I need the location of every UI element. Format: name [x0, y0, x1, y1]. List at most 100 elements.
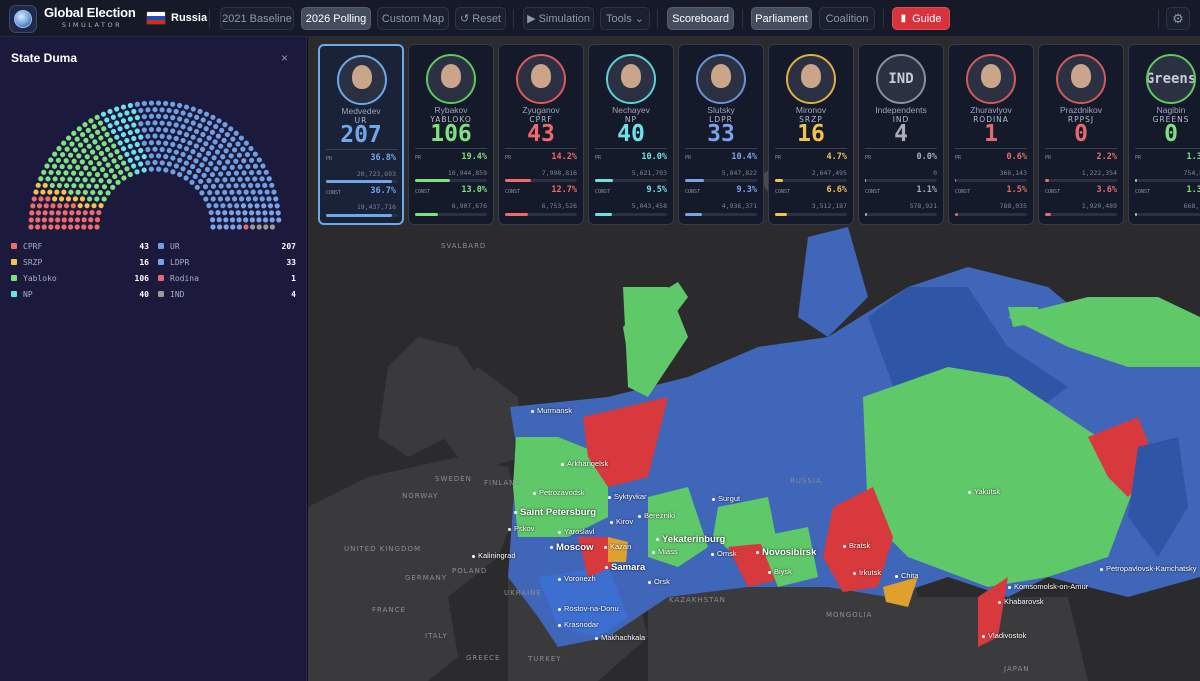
seat-ur — [248, 170, 255, 176]
seat-ur — [213, 203, 219, 209]
legend-seats: 33 — [286, 257, 296, 267]
seat-yabloko — [88, 160, 94, 166]
party-card-rodina[interactable]: Zhuravlyov RODINA 1 PR 0.6% 366,143 CONST 1.5% 7… — [948, 44, 1034, 225]
seat-ur — [197, 137, 203, 143]
party-card-ur[interactable]: Medvedev UR 207 PR 36.8% 20,723,693 CONST 36.7%… — [318, 44, 404, 225]
baseline-2021-button[interactable]: 2021 Baseline — [220, 7, 294, 30]
pr-label: PR — [595, 155, 602, 161]
polling-2026-button[interactable]: 2026 Polling — [301, 7, 371, 30]
seat-ur — [210, 183, 217, 189]
seat-ur — [250, 189, 256, 195]
seat-cprf — [30, 203, 36, 209]
scoreboard-button[interactable]: Scoreboard — [667, 7, 734, 30]
seat-ur — [186, 169, 192, 175]
legend-party: LDPR — [170, 257, 190, 267]
seat-srzp — [54, 189, 60, 195]
seat-ur — [152, 146, 158, 152]
seat-ur — [209, 129, 216, 135]
seat-ur — [252, 151, 258, 157]
tools-dropdown[interactable]: Tools ⌄ — [600, 7, 650, 30]
seat-srzp — [35, 182, 41, 188]
seat-ur — [228, 126, 234, 132]
seat-ur — [197, 123, 203, 129]
seat-np — [107, 123, 113, 129]
russia-flag-icon[interactable] — [146, 11, 166, 25]
seat-ur — [148, 100, 155, 106]
city-label: Murmansk — [531, 406, 572, 415]
party-card-ldpr[interactable]: Slutsky LDPR 33 PR 10.4% 5,847,822 CONST 9.3% 4,… — [678, 44, 764, 225]
seat-srzp — [33, 189, 39, 195]
seat-yabloko — [77, 142, 84, 148]
seat-ur — [217, 196, 224, 202]
seat-srzp — [58, 196, 65, 202]
country-selector[interactable]: Russia — [171, 12, 208, 24]
coalition-button[interactable]: Coalition — [819, 7, 875, 30]
seat-yabloko — [95, 145, 101, 151]
seat-cprf — [36, 203, 43, 209]
seat-np — [131, 122, 137, 128]
party-abbrev: GREENS — [1152, 115, 1190, 124]
reset-button[interactable]: ↺ Reset — [455, 7, 506, 30]
seat-ldpr — [210, 224, 216, 230]
city-label: Voronezh — [558, 574, 596, 583]
custom-map-button[interactable]: Custom Map — [377, 7, 449, 30]
country-label: SWEDEN — [435, 475, 472, 483]
seat-ur — [214, 189, 220, 196]
seat-ur — [222, 177, 228, 183]
seat-ur — [145, 146, 151, 153]
panel-title: State Duma — [11, 51, 78, 65]
party-card-np[interactable]: Nechayev NP 40 PR 10.0% 5,621,703 CONST 9.5% 5,0… — [588, 44, 674, 225]
legend-swatch — [11, 275, 17, 281]
seat-yabloko — [59, 176, 66, 182]
leader-portrait — [606, 54, 656, 104]
party-card-srzp[interactable]: Mironov SRZP 16 PR 4.7% 2,647,495 CONST 6.6% 3,5… — [768, 44, 854, 225]
seat-ur — [237, 164, 243, 170]
guide-button[interactable]: ▮ Guide — [892, 7, 950, 30]
simulation-button[interactable]: ▶ Simulation — [523, 7, 594, 30]
seat-ur — [200, 131, 206, 138]
seat-ur — [264, 189, 270, 195]
party-card-yabloko[interactable]: Rybakov YABLOKO 106 PR 19.4% 10,944,859 CONST 1… — [408, 44, 494, 225]
seat-ldpr — [262, 217, 269, 223]
city-label: Kirov — [610, 517, 633, 526]
seat-ur — [180, 166, 186, 172]
seat-yabloko — [74, 176, 81, 183]
seat-ur — [173, 149, 179, 155]
seat-yabloko — [68, 152, 74, 158]
const-label: CONST — [326, 190, 342, 196]
pr-bar — [955, 179, 1027, 182]
seat-yabloko — [78, 170, 84, 177]
seat-yabloko — [88, 118, 94, 124]
seat-ur — [163, 167, 169, 173]
party-card-ind[interactable]: IND Independents IND 4 PR 0.0% 0 CONST 1.1% 578,9… — [858, 44, 944, 225]
seat-cprf — [87, 224, 93, 230]
pr-bar — [865, 179, 937, 182]
seat-yabloko — [68, 189, 74, 195]
parliament-button[interactable]: Parliament — [751, 7, 812, 30]
leader-name: Nechayev — [612, 105, 650, 115]
seat-np — [120, 118, 127, 124]
seat-yabloko — [89, 149, 96, 155]
seat-np — [107, 108, 113, 115]
seat-ur — [200, 117, 206, 123]
const-percent: 3.6% — [1096, 185, 1117, 195]
seat-np — [117, 140, 123, 146]
seat-yabloko — [48, 157, 54, 163]
country-label: RUSSIA — [790, 477, 822, 485]
close-icon[interactable]: × — [281, 51, 289, 65]
const-label: CONST — [685, 189, 701, 195]
legend-swatch — [11, 259, 17, 265]
party-card-cprf[interactable]: Zyuganov CPRF 43 PR 14.2% 7,998,816 CONST 12.7%… — [498, 44, 584, 225]
settings-gear-icon[interactable]: ⚙ — [1166, 7, 1190, 30]
seat-yabloko — [56, 182, 63, 189]
app-logo[interactable] — [9, 5, 37, 33]
pr-bar — [1045, 179, 1117, 182]
card-divider — [1045, 148, 1117, 149]
seat-ur — [237, 176, 243, 182]
const-votes: 6,753,526 — [541, 202, 577, 210]
divider — [1158, 9, 1159, 28]
seat-yabloko — [72, 147, 79, 153]
legend-party: NP — [23, 289, 33, 299]
party-card-rppsj[interactable]: Prazdnikov RPPSJ 0 PR 2.2% 1,222,354 CONST 3.6%… — [1038, 44, 1124, 225]
